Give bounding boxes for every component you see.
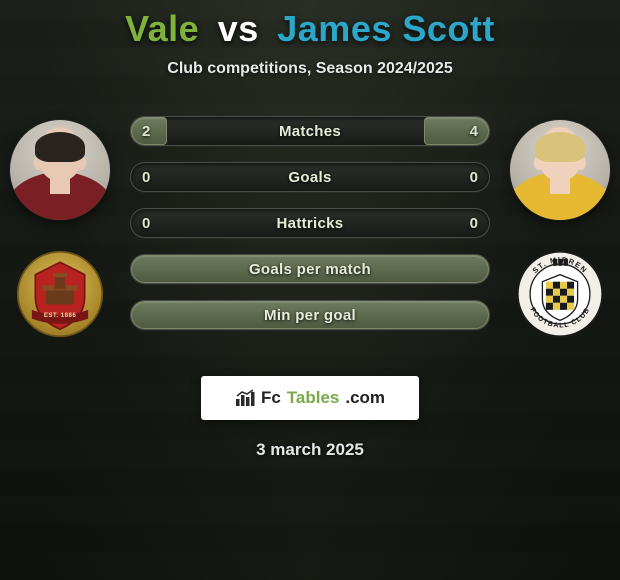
brand-text-b: Tables [287,388,340,408]
stat-value-right: 0 [458,162,490,192]
stat-label: Matches [130,116,490,146]
stat-row: Hattricks0 0 [130,208,490,238]
stat-value-left: 0 [130,162,162,192]
st-mirren-crest-icon: ST. MIRREN FOOTBALL CLUB [516,250,604,338]
stat-label: Min per goal [130,300,490,330]
stat-label: Goals [130,162,490,192]
player2-name: James Scott [277,8,495,49]
stats-area: EST. 1886 ST. MIRREN FOOTBALL CLUB [0,108,620,358]
player2-avatar [510,120,610,220]
player1-name: Vale [125,8,199,49]
brand-text-c: .com [345,388,385,408]
date-label: 3 march 2025 [0,440,620,460]
player1-hair [35,132,85,162]
stat-value-right: 4 [458,116,490,146]
stat-row: Min per goal [130,300,490,330]
stat-label: Goals per match [130,254,490,284]
footer-brand-card[interactable]: Fc Tables.com [201,376,419,420]
stat-value-left: 0 [130,208,162,238]
stat-row: Goals0 0 [130,162,490,192]
player1-avatar [10,120,110,220]
svg-text:EST. 1886: EST. 1886 [44,312,77,319]
comparison-title: Vale vs James Scott [0,8,620,50]
bars-chart-icon [235,389,255,407]
club1-crest: EST. 1886 [16,250,104,338]
stat-label: Hattricks [130,208,490,238]
club2-crest: ST. MIRREN FOOTBALL CLUB [516,250,604,338]
content: Vale vs James Scott Club competitions, S… [0,0,620,460]
stat-value-left: 2 [130,116,162,146]
stat-value-right: 0 [458,208,490,238]
stat-row: Goals per match [130,254,490,284]
brand-text-a: Fc [261,388,281,408]
subtitle: Club competitions, Season 2024/2025 [0,60,620,78]
stat-row: Matches2 4 [130,116,490,146]
motherwell-crest-icon: EST. 1886 [16,250,104,338]
player2-hair [535,132,585,162]
vs-label: vs [218,8,259,49]
stat-bars: Matches24Goals00Hattricks00Goals per mat… [130,116,490,346]
